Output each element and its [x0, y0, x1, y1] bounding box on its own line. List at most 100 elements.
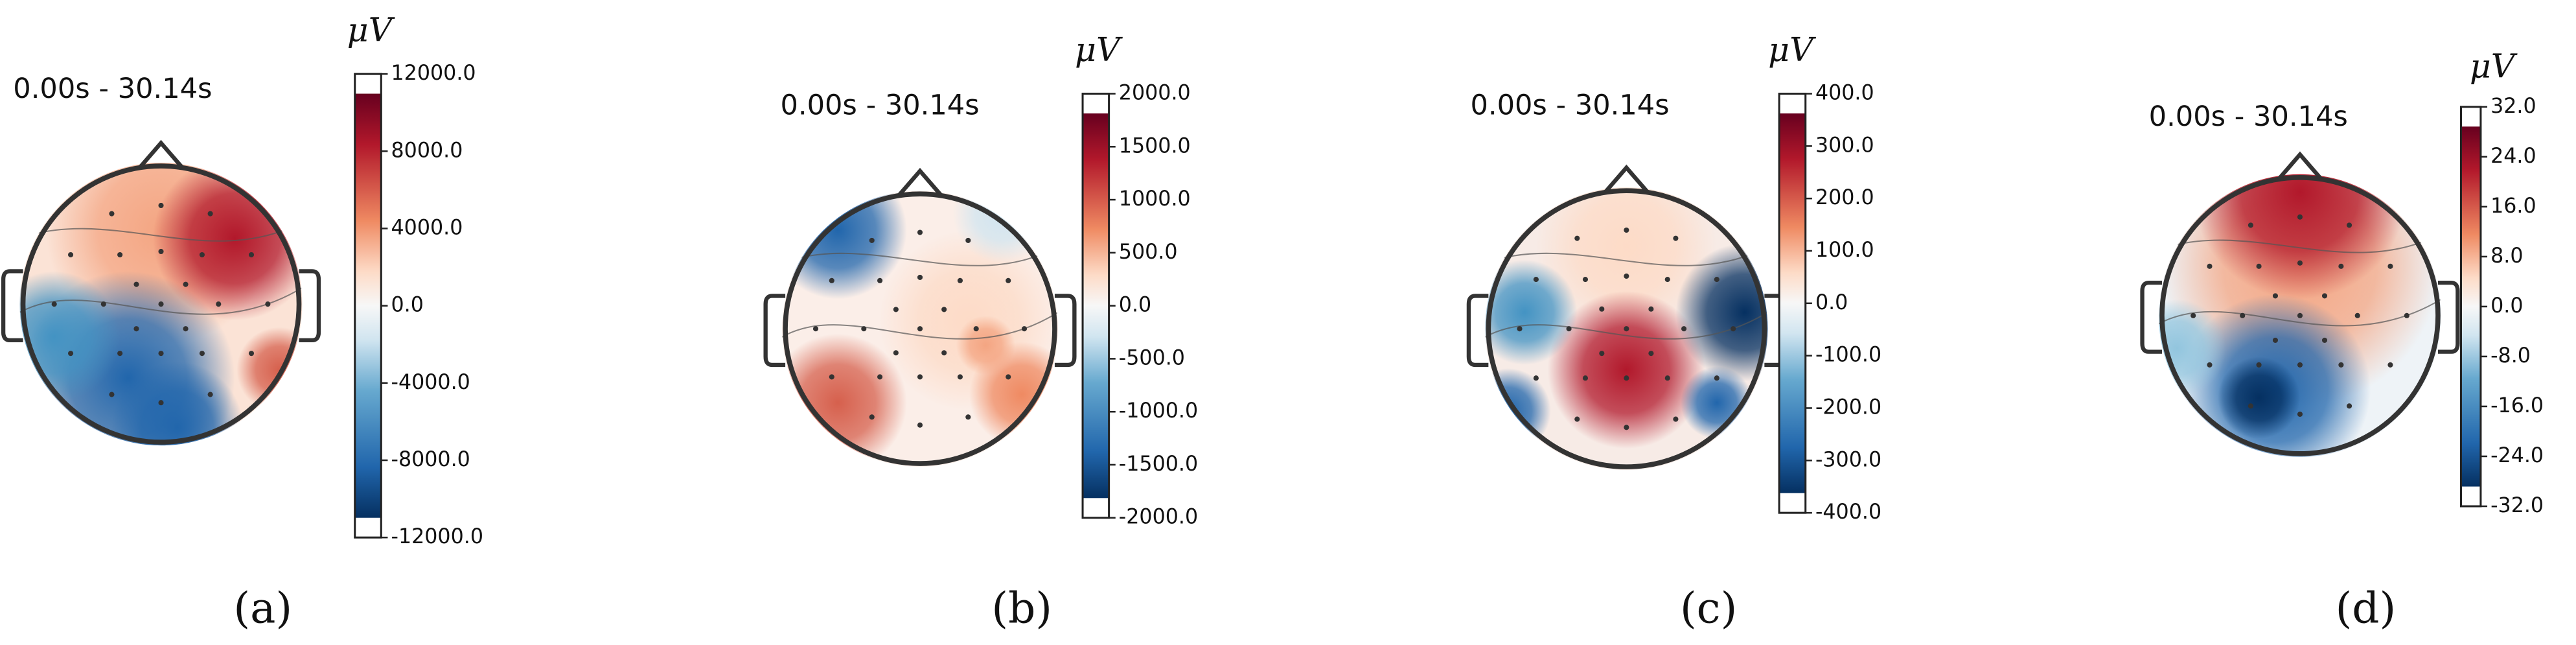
electrode	[1582, 277, 1589, 283]
electrode	[893, 350, 899, 356]
colorbar-tick-label: 2000.0	[1119, 82, 1191, 105]
electrode	[1574, 235, 1580, 241]
colorbar-tick-label: 400.0	[1815, 82, 1874, 105]
electrode	[1664, 375, 1670, 381]
topomap-region	[1485, 259, 1578, 365]
electrode	[917, 229, 923, 235]
electrode	[1517, 326, 1523, 332]
topomap-region	[1485, 368, 1551, 454]
electrode	[158, 400, 164, 406]
electrode	[1664, 277, 1670, 283]
panel: 0.00s - 30.14s μV (c) 400.0 300.0 200.0 100.0 0…	[1466, 30, 1881, 633]
electrode	[68, 252, 74, 258]
electrode	[893, 307, 899, 312]
topomap-region	[2218, 357, 2300, 440]
colorbar-tick-label: 8.0	[2490, 244, 2523, 268]
colorbar-fill	[1779, 113, 1806, 493]
colorbar-tick-label: 500.0	[1119, 240, 1178, 264]
left-ear	[2140, 280, 2162, 354]
colorbar-fill	[1083, 113, 1109, 498]
caption: (a)	[233, 583, 292, 633]
electrode	[917, 374, 923, 380]
electrode	[158, 202, 164, 209]
nose	[1603, 164, 1650, 194]
electrode	[1624, 326, 1629, 332]
electrode	[941, 307, 947, 312]
contour	[1485, 246, 1768, 266]
nose	[138, 139, 184, 169]
electrode	[2256, 263, 2262, 269]
colorbar-tick-label: 100.0	[1815, 239, 1874, 262]
electrode	[957, 374, 963, 380]
electrode	[829, 277, 834, 283]
colorbar-tick-label: 16.0	[2490, 194, 2536, 218]
topomap	[782, 191, 1059, 467]
colorbar-tick-label: -8.0	[2490, 344, 2531, 368]
colorbar-tick-label: -500.0	[1119, 346, 1185, 369]
colorbar-tick-label: -100.0	[1815, 344, 1881, 367]
electrode	[2191, 312, 2196, 318]
electrode	[199, 351, 205, 357]
electrode	[829, 374, 834, 380]
colorbar-tick-label: 200.0	[1815, 186, 1874, 209]
electrode	[1599, 351, 1605, 357]
electrode	[2321, 337, 2328, 343]
electrode	[2297, 362, 2303, 368]
electrode	[917, 422, 923, 428]
unit-label: μV	[2470, 47, 2518, 85]
time-window: 0.00s - 30.14s	[1470, 89, 1669, 121]
contour	[782, 311, 1059, 340]
caption: (b)	[991, 583, 1052, 633]
electrode	[51, 301, 57, 307]
colorbar-tick-label: -4000.0	[391, 371, 470, 394]
electrode	[68, 351, 74, 357]
right-ear	[299, 269, 321, 343]
electrode	[100, 301, 106, 307]
topomap-region	[1535, 187, 1717, 337]
panel: 0.00s - 30.14s μV (a) 12000.0 8000.0 4000.0 0.…	[1, 11, 483, 633]
electrode	[965, 414, 971, 420]
electrode	[117, 351, 123, 357]
electrode	[207, 211, 213, 217]
contour	[19, 287, 303, 315]
electrode	[1599, 306, 1605, 312]
electrode	[1582, 375, 1589, 381]
electrode	[1624, 375, 1629, 381]
electrode	[207, 392, 213, 397]
head-outline	[2159, 175, 2441, 456]
electrode	[2338, 362, 2344, 368]
colorbar-tick-label: -1000.0	[1119, 399, 1198, 423]
electrode	[877, 277, 883, 283]
electrode	[2346, 403, 2352, 409]
electrode	[1714, 375, 1719, 381]
electrode	[2256, 362, 2262, 368]
electrode	[117, 252, 123, 258]
colorbar-tick-label: 0.0	[391, 294, 424, 317]
electrode	[1648, 306, 1654, 312]
electrode	[2297, 214, 2303, 220]
electrode	[158, 301, 164, 307]
electrode	[1731, 326, 1736, 332]
electrode	[1006, 374, 1011, 380]
electrode	[183, 326, 189, 332]
electrode	[861, 326, 867, 332]
electrode	[1021, 326, 1028, 332]
electrode	[2404, 312, 2409, 318]
electrode	[1624, 425, 1629, 430]
electrode	[2272, 337, 2278, 343]
electrode	[2346, 222, 2352, 228]
electrode	[1714, 277, 1719, 283]
electrode	[869, 414, 875, 420]
colorbar-tick-label: 12000.0	[391, 62, 476, 85]
electrode	[1648, 351, 1654, 357]
colorbar-tick-label: 8000.0	[391, 139, 463, 162]
colorbar-tick-label: 1500.0	[1119, 134, 1191, 158]
contour	[2158, 233, 2442, 253]
colorbar-tick-label: -32.0	[2490, 494, 2544, 517]
contour	[1485, 311, 1768, 340]
contour	[19, 221, 303, 242]
colorbar-tick-label: -1500.0	[1119, 452, 1198, 476]
unit-label: μV	[1075, 30, 1123, 69]
topomap-region	[952, 191, 1052, 263]
